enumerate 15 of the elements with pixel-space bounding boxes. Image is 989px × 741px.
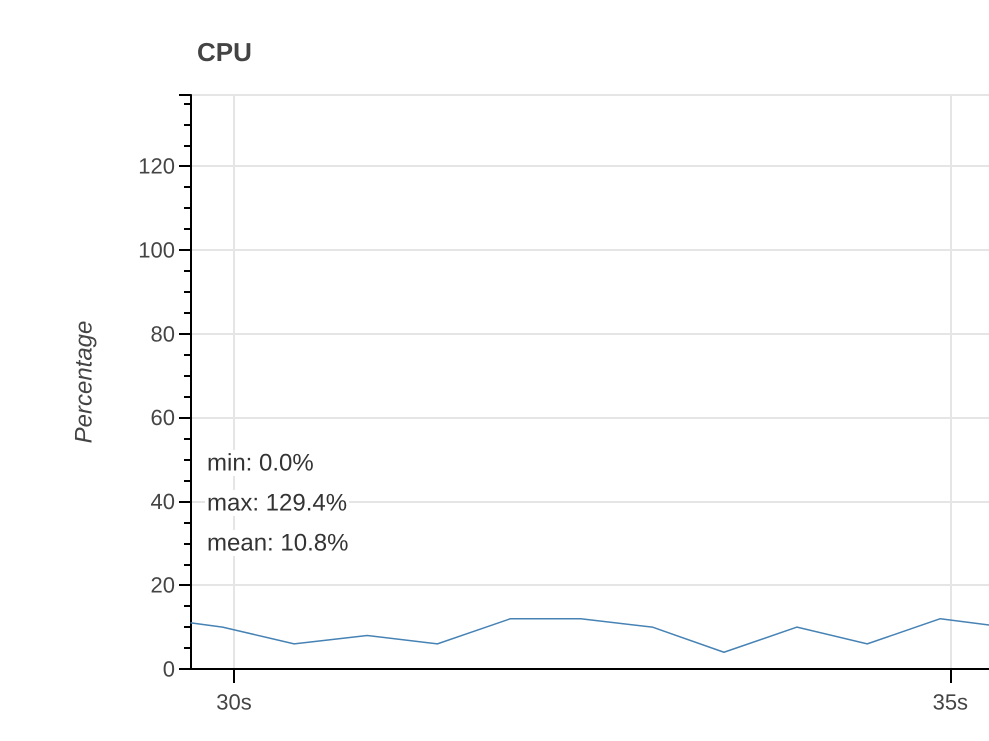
y-tick-label: 80 bbox=[150, 321, 175, 346]
y-tick-label: 20 bbox=[150, 572, 175, 598]
y-tick-label: 40 bbox=[150, 488, 175, 514]
y-tick-label: 100 bbox=[138, 238, 175, 263]
chart-title: CPU bbox=[197, 37, 252, 67]
y-tick-label: 60 bbox=[150, 405, 175, 430]
x-tick-label: 35s bbox=[932, 690, 968, 714]
annotation: max: 129.4% bbox=[207, 490, 348, 516]
annotation: mean: 10.8% bbox=[207, 530, 348, 556]
y-tick-label: 120 bbox=[138, 154, 175, 179]
y-tick-label: 0 bbox=[162, 656, 175, 682]
annotation: min: 0.0% bbox=[207, 450, 314, 476]
line-series bbox=[190, 618, 989, 653]
y-axis-title: Percentage bbox=[70, 320, 98, 444]
x-tick-label: 30s bbox=[216, 690, 252, 714]
